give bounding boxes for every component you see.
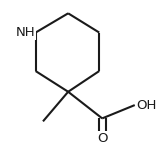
Text: NH: NH [16, 26, 36, 39]
Text: O: O [97, 132, 108, 145]
Text: OH: OH [136, 99, 157, 112]
